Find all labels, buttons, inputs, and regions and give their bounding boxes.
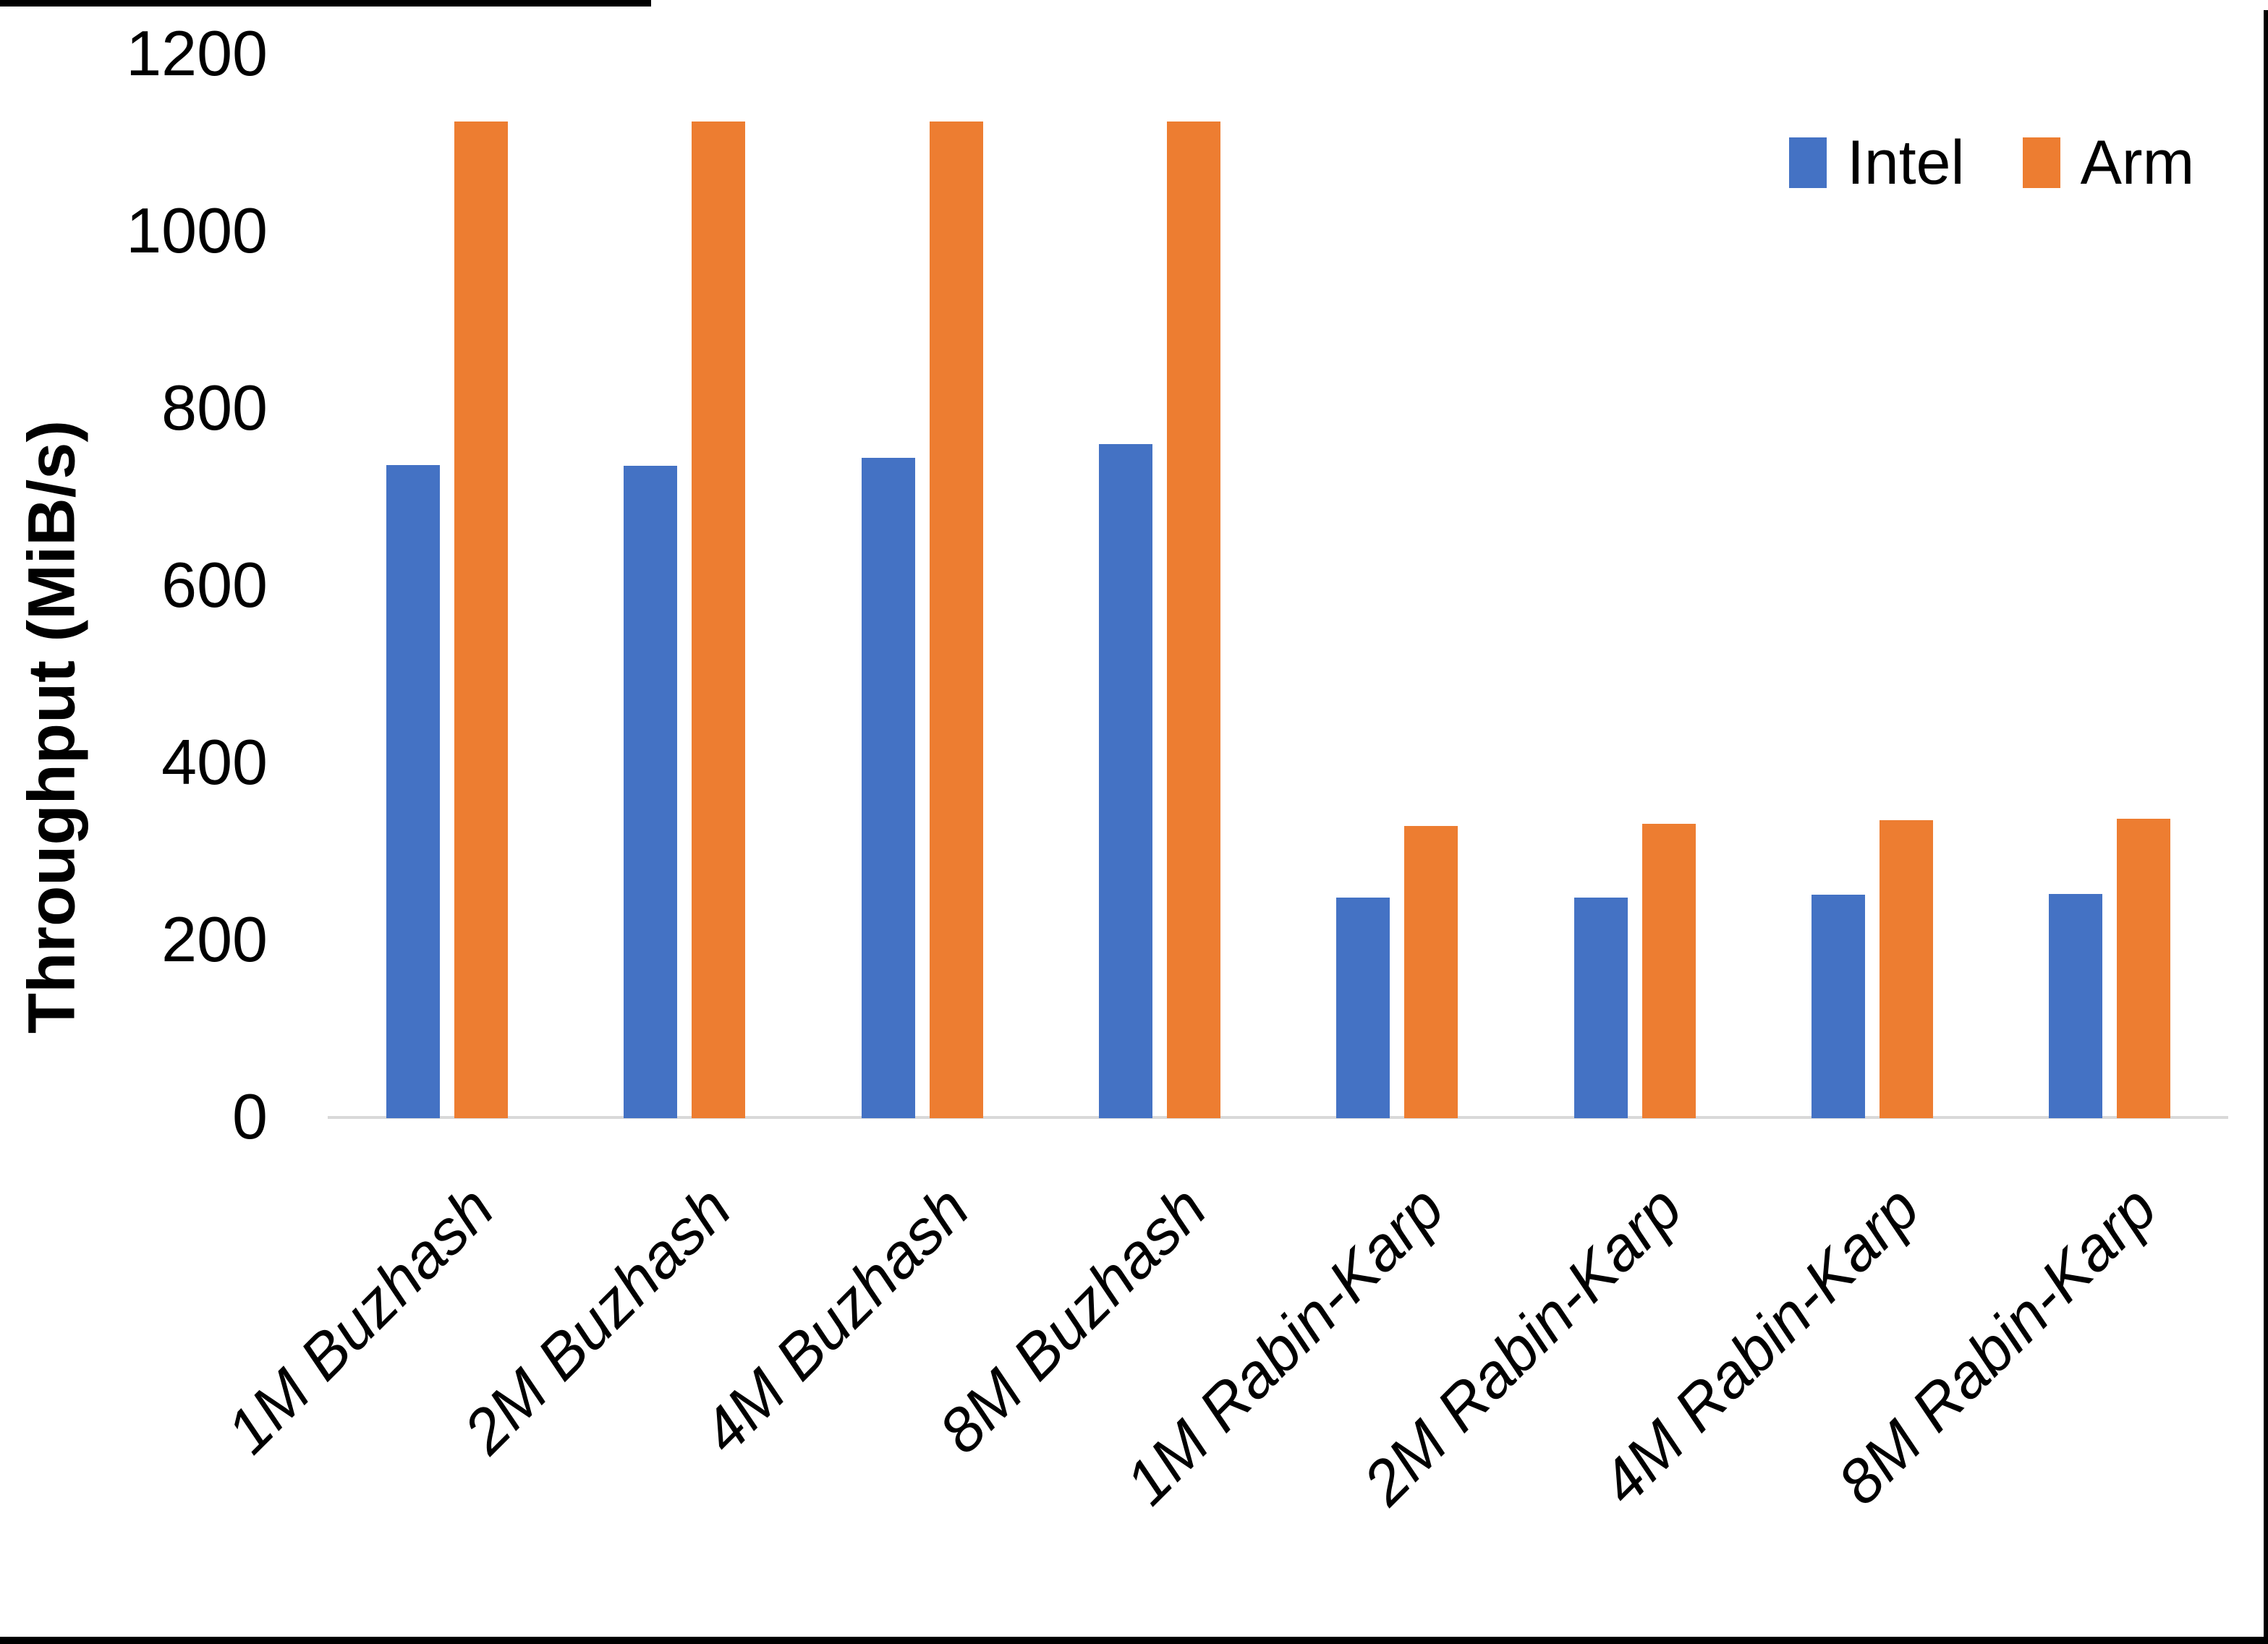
y-tick-label-800: 800 <box>161 372 268 443</box>
bar-arm-4m-rabin-karp <box>1880 820 1933 1118</box>
bar-arm-2m-buzhash <box>692 122 745 1118</box>
bar-intel-4m-rabin-karp <box>1812 895 1865 1118</box>
y-tick-label-200: 200 <box>161 903 268 975</box>
legend-swatch-arm <box>2022 137 2060 188</box>
bar-arm-8m-buzhash <box>1167 122 1220 1118</box>
legend-label-intel: Intel <box>1847 128 1965 197</box>
frame-border-top <box>0 0 651 7</box>
y-tick-label-400: 400 <box>161 726 268 798</box>
legend-label-arm: Arm <box>2080 128 2195 197</box>
bar-arm-1m-buzhash <box>454 122 508 1118</box>
frame-border-right <box>2264 10 2268 1644</box>
legend-item-arm: Arm <box>2022 128 2195 197</box>
frame-border-bottom <box>0 1637 2268 1644</box>
bar-intel-2m-rabin-karp <box>1574 898 1628 1118</box>
bar-intel-8m-buzhash <box>1099 444 1152 1118</box>
x-axis-line <box>328 1116 2228 1119</box>
bar-intel-8m-rabin-karp <box>2049 894 2102 1118</box>
y-tick-label-0: 0 <box>232 1081 268 1152</box>
y-tick-label-600: 600 <box>161 549 268 621</box>
legend: Intel Arm <box>1789 130 2194 195</box>
bar-arm-2m-rabin-karp <box>1642 824 1696 1118</box>
y-tick-label-1200: 1200 <box>126 17 268 89</box>
legend-item-intel: Intel <box>1789 130 1965 195</box>
bar-intel-2m-buzhash <box>624 466 677 1118</box>
y-tick-label-1000: 1000 <box>126 195 268 266</box>
bar-arm-1m-rabin-karp <box>1404 826 1458 1118</box>
bar-intel-1m-buzhash <box>386 465 440 1118</box>
bar-intel-1m-rabin-karp <box>1336 898 1390 1118</box>
bar-arm-4m-buzhash <box>930 122 983 1118</box>
bar-arm-8m-rabin-karp <box>2117 819 2170 1118</box>
legend-swatch-intel <box>1789 137 1827 188</box>
bar-intel-4m-buzhash <box>862 458 915 1118</box>
